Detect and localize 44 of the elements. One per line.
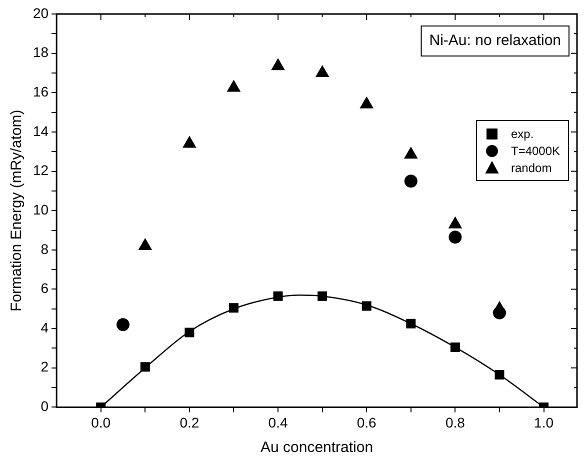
- point: [494, 370, 504, 380]
- point: [404, 174, 418, 188]
- y-tick-label: 18: [32, 44, 49, 60]
- point: [227, 80, 240, 92]
- point: [228, 303, 238, 313]
- x-tick-label: 0.8: [445, 414, 466, 430]
- legend-label: random: [511, 160, 552, 175]
- y-tick-label: 8: [40, 240, 49, 257]
- point: [271, 58, 285, 70]
- point: [448, 230, 462, 244]
- y-axis-title: Formation Energy (mRy/atom): [8, 110, 26, 312]
- point: [273, 291, 283, 301]
- point: [360, 96, 374, 108]
- y-tick-label: 10: [32, 201, 49, 218]
- point: [184, 328, 194, 338]
- point: [448, 216, 462, 228]
- point: [138, 238, 152, 250]
- y-tick-label: 12: [32, 162, 49, 178]
- point: [116, 318, 130, 332]
- legend-label: exp.: [511, 126, 534, 141]
- x-tick-label: 0.6: [356, 414, 377, 430]
- legend-label: T=4000K: [511, 144, 560, 158]
- y-tick-label: 16: [32, 84, 49, 100]
- point: [404, 147, 418, 159]
- point: [362, 301, 372, 311]
- point: [450, 342, 460, 352]
- x-tick-label: 0.0: [91, 414, 111, 430]
- x-tick-label: 0.4: [268, 414, 288, 430]
- point: [316, 65, 329, 77]
- y-tick-label: 4: [40, 319, 49, 336]
- y-tick-label: 6: [40, 280, 49, 296]
- y-tick-label: 0: [40, 398, 49, 414]
- point: [140, 362, 150, 372]
- x-axis-title: Au concentration: [260, 439, 374, 456]
- point: [182, 136, 196, 148]
- x-tick-label: 0.2: [180, 414, 200, 430]
- y-tick-label: 14: [32, 122, 49, 139]
- point: [492, 306, 506, 320]
- annotation: Ni-Au: no relaxation: [429, 32, 561, 50]
- y-tick-label: 2: [40, 358, 49, 375]
- point: [318, 291, 328, 301]
- y-tick-label: 20: [32, 4, 49, 21]
- x-tick-label: 1.0: [534, 414, 554, 430]
- point: [406, 318, 416, 328]
